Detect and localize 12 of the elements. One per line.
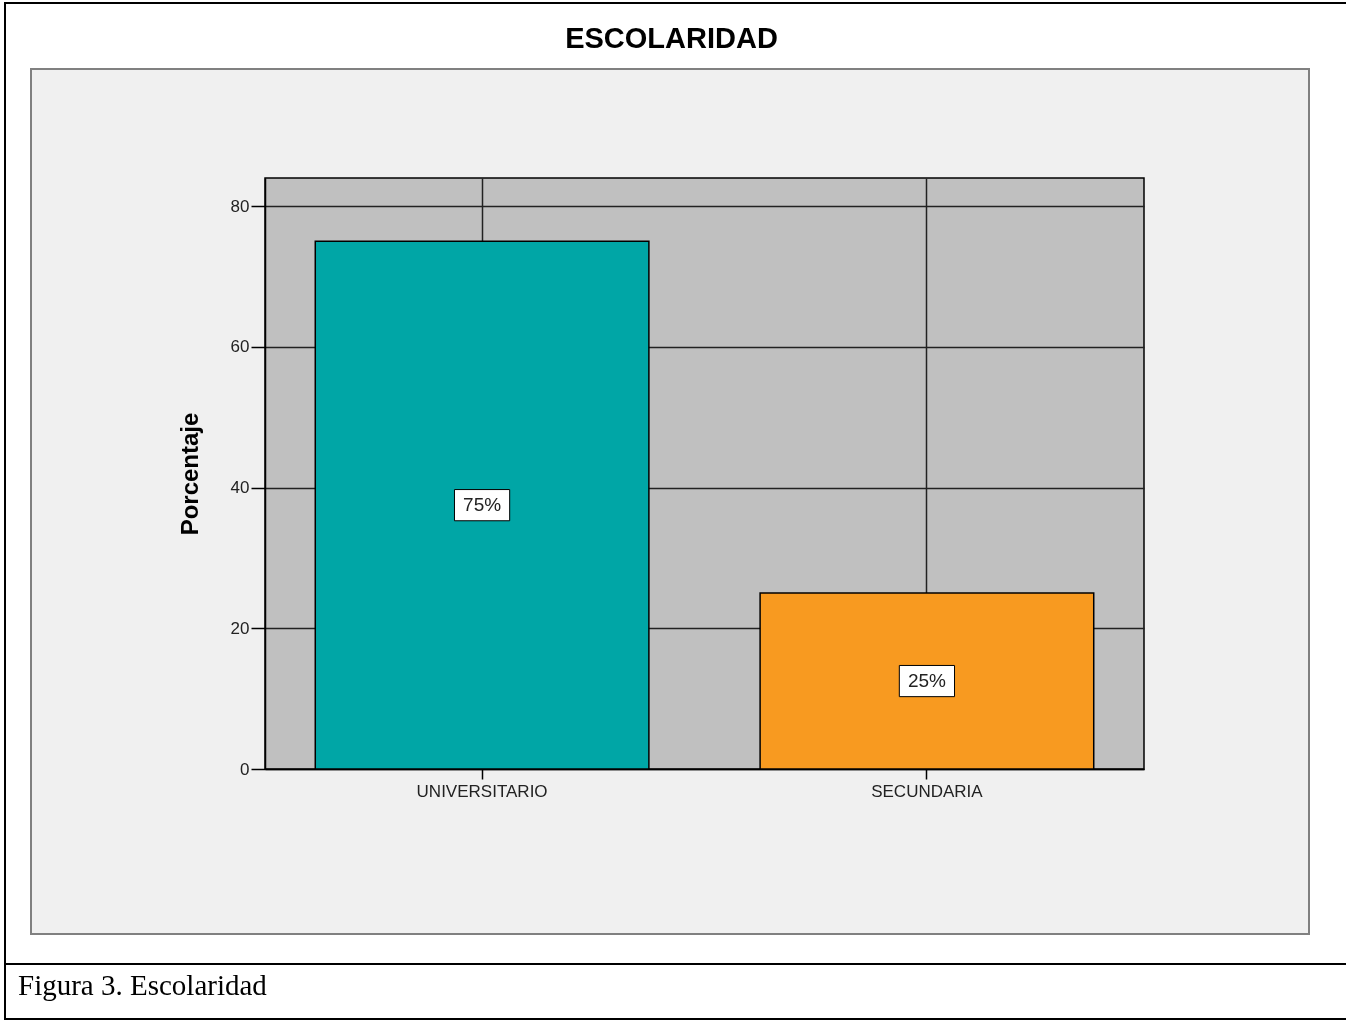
chart-title: ESCOLARIDAD <box>565 22 778 54</box>
y-tick-label: 80 <box>230 196 250 216</box>
y-axis-title: Porcentaje <box>175 412 203 536</box>
y-tick-label: 40 <box>230 478 250 498</box>
y-tick-label: 0 <box>240 759 250 779</box>
data-label: 75% <box>463 494 502 516</box>
x-tick-label: SECUNDARIA <box>871 781 984 801</box>
data-label: 25% <box>907 670 947 692</box>
text: Figura 3. Escolaridad <box>18 969 268 1002</box>
y-tick-label: 60 <box>230 337 250 357</box>
x-tick-label: UNIVERSITARIO <box>416 781 548 801</box>
y-tick-label: 20 <box>230 618 250 638</box>
